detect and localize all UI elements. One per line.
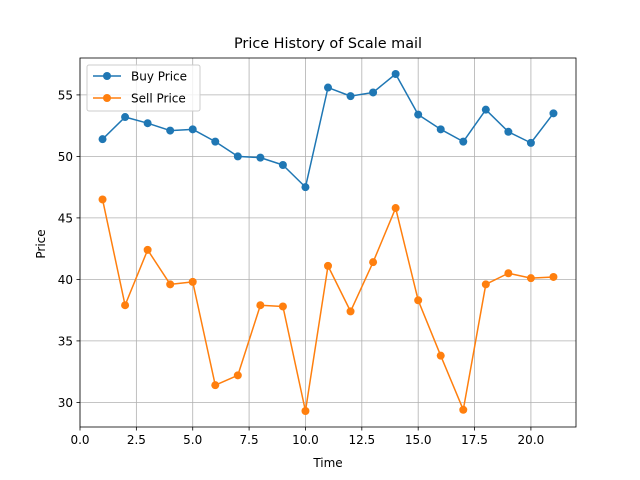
y-tick-label: 40	[58, 273, 73, 287]
legend-sell-price-marker	[103, 94, 111, 102]
sell-price-point	[504, 269, 513, 278]
sell-price-point	[459, 405, 468, 414]
sell-price-point	[233, 371, 242, 380]
sell-price-point	[324, 261, 332, 270]
y-tick-label: 55	[58, 88, 73, 102]
sell-price-point	[346, 307, 355, 316]
buy-price-point	[98, 135, 107, 144]
y-axis-label: Price	[34, 229, 48, 258]
legend-buy-price-marker	[103, 72, 111, 80]
y-axis: 30 35 40 45 50 55	[58, 88, 80, 410]
sell-price-point	[98, 195, 107, 204]
y-tick-label: 45	[58, 211, 73, 225]
buy-price-series	[98, 69, 558, 192]
sell-price-point	[121, 301, 130, 310]
series-layer	[98, 69, 558, 416]
buy-price-point	[481, 105, 490, 114]
buy-price-point	[526, 138, 535, 147]
sell-price-point	[143, 245, 152, 254]
x-tick-label: 7.5	[240, 433, 259, 447]
sell-price-point	[526, 274, 535, 283]
buy-price-point	[211, 137, 220, 146]
x-tick-label: 10.0	[292, 433, 319, 447]
buy-price-point	[369, 88, 378, 97]
legend: Buy Price Sell Price	[86, 64, 201, 112]
legend-sell-price-label: Sell Price	[131, 92, 186, 106]
grid-lines	[79, 58, 576, 427]
buy-price-point	[436, 125, 445, 134]
buy-price-point	[324, 83, 332, 92]
buy-price-point	[301, 183, 310, 192]
buy-price-point	[278, 161, 287, 170]
x-tick-label: 2.5	[127, 433, 146, 447]
sell-price-point	[436, 351, 445, 360]
sell-price-point	[301, 407, 310, 416]
buy-price-point	[346, 92, 355, 101]
sell-price-point	[256, 301, 265, 310]
chart-title: Price History of Scale mail	[234, 36, 422, 52]
sell-price-series	[98, 195, 558, 416]
y-tick-label: 30	[58, 396, 73, 410]
sell-price-point	[481, 280, 490, 289]
sell-price-point	[166, 280, 175, 289]
y-tick-label: 50	[58, 150, 73, 164]
x-tick-label: 17.5	[461, 433, 488, 447]
x-tick-label: 0.0	[70, 433, 89, 447]
plot-area	[80, 58, 576, 427]
buy-price-point	[391, 69, 400, 78]
buy-price-point	[414, 110, 423, 119]
sell-price-point	[391, 204, 400, 213]
x-tick-label: 20.0	[518, 433, 545, 447]
buy-price-point	[233, 152, 242, 161]
buy-price-point	[143, 119, 152, 128]
sell-price-point	[211, 381, 220, 390]
x-tick-label: 15.0	[405, 433, 432, 447]
sell-price-point	[414, 296, 423, 305]
plot-frame	[79, 57, 577, 428]
x-axis: 0.0 2.5 5.0 7.5 10.0 12.5 15.0 17.5 20.0	[70, 427, 544, 447]
buy-price-point	[121, 113, 130, 122]
sell-price-point	[549, 272, 558, 281]
buy-price-point	[549, 109, 558, 118]
legend-buy-price-label: Buy Price	[131, 70, 187, 84]
buy-price-point	[166, 126, 175, 135]
x-tick-label: 5.0	[183, 433, 202, 447]
sell-price-point	[369, 258, 378, 267]
buy-price-point	[188, 125, 197, 134]
buy-price-point	[504, 127, 513, 136]
buy-price-point	[459, 137, 468, 146]
y-tick-label: 35	[58, 334, 73, 348]
sell-price-point	[188, 277, 197, 286]
x-axis-label: Time	[312, 456, 342, 470]
sell-price-point	[278, 302, 287, 311]
x-tick-label: 12.5	[348, 433, 375, 447]
buy-price-point	[256, 153, 265, 162]
